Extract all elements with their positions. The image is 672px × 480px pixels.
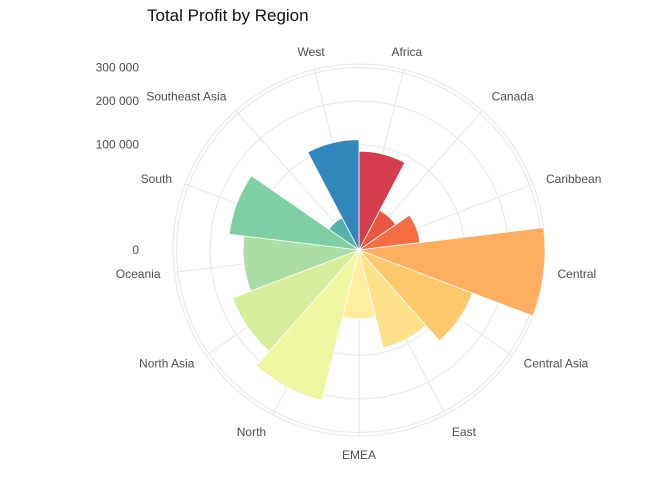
wedge-west — [307, 139, 360, 251]
category-label: Canada — [492, 89, 534, 103]
category-label: East — [452, 425, 477, 439]
category-label: North — [237, 425, 266, 439]
wedge-south — [228, 175, 360, 251]
category-label: South — [141, 172, 172, 186]
category-label: Central — [558, 267, 597, 281]
y-tick-label: 100 000 — [96, 138, 140, 152]
category-label: EMEA — [342, 448, 376, 462]
category-label: Africa — [392, 45, 423, 59]
chart-title: Total Profit by Region — [147, 6, 309, 25]
wedge-central — [358, 227, 546, 317]
y-tick-label: 0 — [132, 243, 139, 257]
category-label: Oceania — [116, 267, 161, 281]
wedge-north — [255, 249, 360, 401]
wedge-north-asia — [232, 249, 360, 352]
wedge-central-asia — [358, 249, 474, 342]
category-label: Central Asia — [524, 357, 589, 371]
y-tick-label: 200 000 — [96, 94, 140, 108]
category-label: Caribbean — [546, 172, 601, 186]
wedge-east — [358, 249, 427, 349]
category-label: West — [298, 45, 326, 59]
category-label: North Asia — [139, 357, 195, 371]
category-label: Southeast Asia — [146, 89, 226, 103]
y-tick-label: 300 000 — [96, 61, 140, 75]
